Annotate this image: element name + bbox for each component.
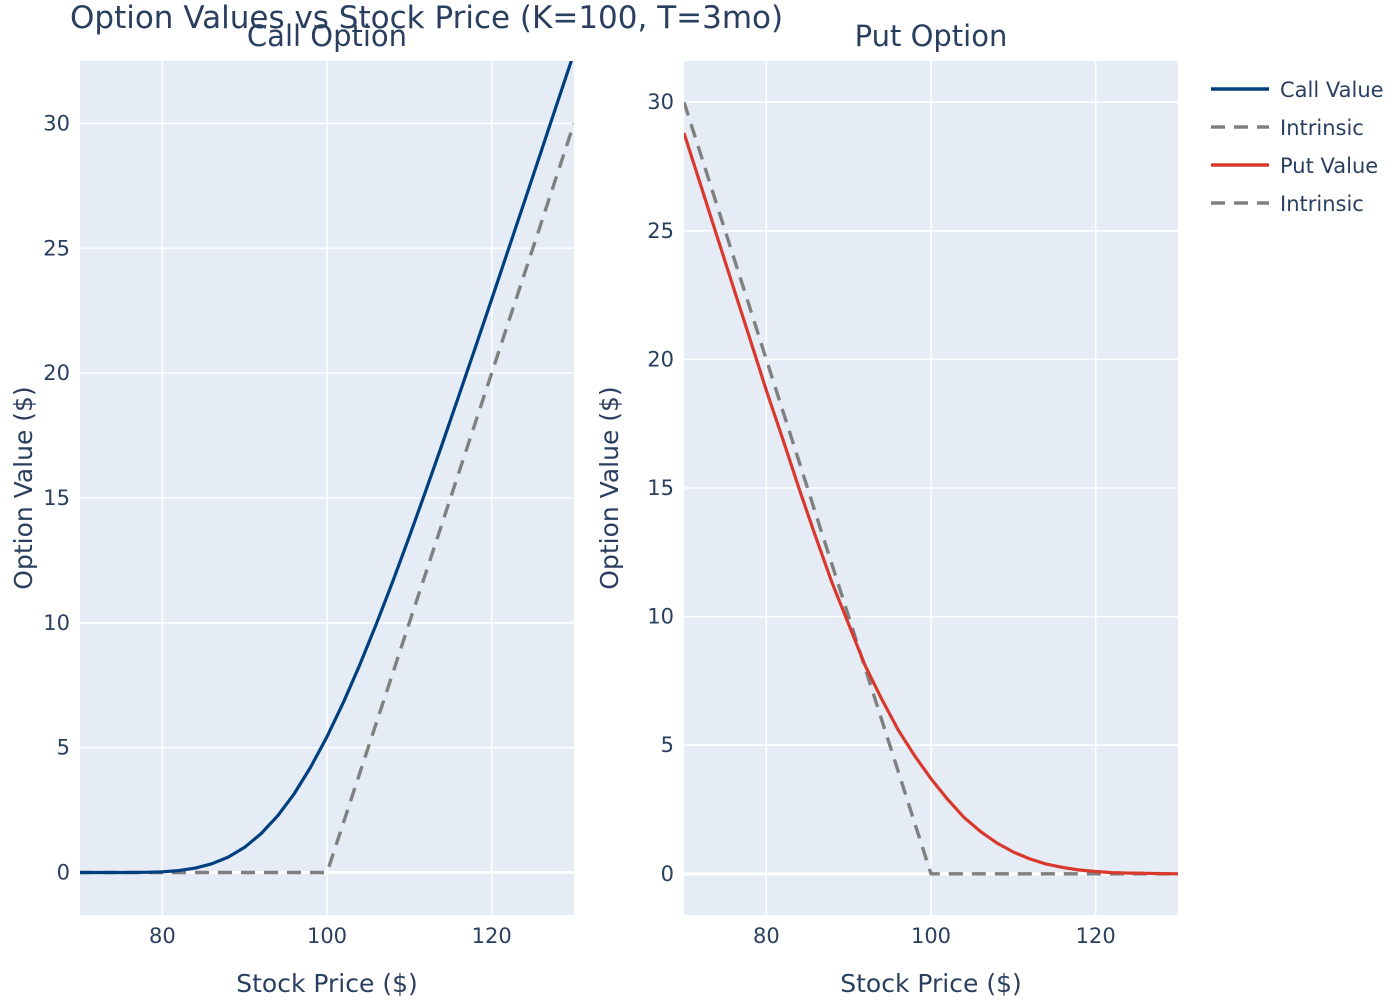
- y-tick-label: 0: [57, 861, 70, 885]
- x-axis-title: Stock Price ($): [236, 969, 417, 998]
- y-axis-title: Option Value ($): [9, 386, 38, 589]
- subplot-put: 80 100 120 0 5 10 15 20 25 30 Put Option Stock Pric…: [595, 19, 1178, 998]
- y-tick-label: 20: [647, 347, 674, 371]
- y-axis-title: Option Value ($): [595, 386, 624, 589]
- x-tick-label: 120: [472, 924, 512, 948]
- legend-label: Put Value: [1280, 154, 1378, 178]
- y-tick-label: 20: [43, 361, 70, 385]
- x-tick-label: 100: [911, 924, 951, 948]
- x-tick-label: 80: [753, 924, 780, 948]
- y-tick-label: 25: [43, 236, 70, 260]
- legend-item[interactable]: Put Value: [1211, 154, 1378, 178]
- legend-item[interactable]: Intrinsic: [1211, 116, 1364, 140]
- x-tick-label: 80: [149, 924, 176, 948]
- chart-title: Option Values vs Stock Price (K=100, T=3…: [70, 0, 783, 36]
- legend-label: Intrinsic: [1280, 116, 1364, 140]
- subplot-title: Put Option: [855, 19, 1008, 53]
- legend[interactable]: Call Value Intrinsic Put Value Intrinsic: [1211, 78, 1384, 216]
- x-axis-title: Stock Price ($): [840, 969, 1021, 998]
- y-tick-label: 15: [43, 486, 70, 510]
- y-tick-label: 10: [43, 611, 70, 635]
- legend-item[interactable]: Intrinsic: [1211, 192, 1364, 216]
- legend-item[interactable]: Call Value: [1211, 78, 1384, 102]
- series-line-call-value[interactable]: [80, 53, 574, 875]
- y-tick-label: 10: [647, 605, 674, 629]
- x-tick-label: 120: [1076, 924, 1116, 948]
- y-tick-label: 5: [661, 733, 674, 757]
- series-line-intrinsic[interactable]: [684, 101, 1178, 876]
- subplot-call: 80 100 120 0 5 10 15 20 25 30 Call Option Stock Pri…: [9, 19, 574, 998]
- series-line-put-value[interactable]: [684, 132, 1178, 876]
- y-tick-label: 30: [647, 90, 674, 114]
- y-tick-label: 30: [43, 111, 70, 135]
- y-tick-label: 15: [647, 476, 674, 500]
- subplot-title: Call Option: [247, 19, 407, 53]
- legend-label: Call Value: [1280, 78, 1384, 102]
- y-tick-label: 5: [57, 736, 70, 760]
- x-tick-label: 100: [307, 924, 347, 948]
- y-tick-label: 25: [647, 219, 674, 243]
- y-tick-label: 0: [661, 862, 674, 886]
- legend-label: Intrinsic: [1280, 192, 1364, 216]
